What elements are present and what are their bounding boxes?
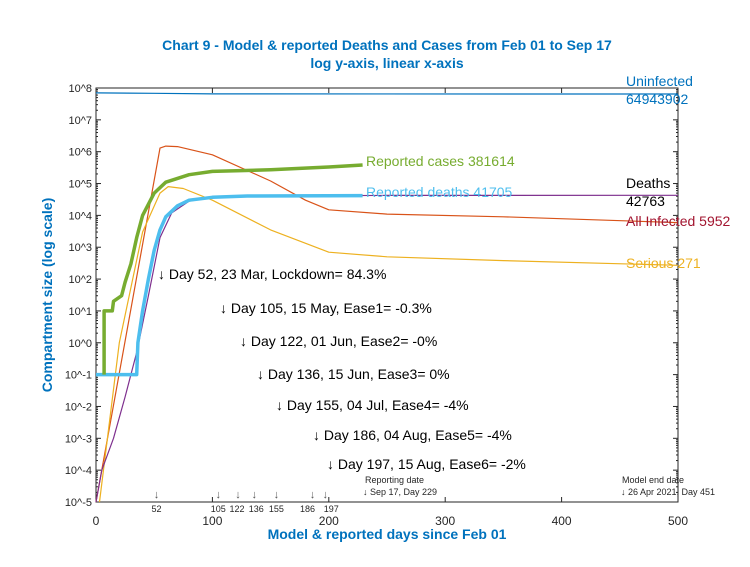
intervention-day-label: 136	[249, 504, 264, 514]
y-tick-label: 10^-3	[65, 433, 92, 445]
intervention-annotation: ↓ Day 122, 01 Jun, Ease2= -0%	[240, 333, 437, 349]
model-end-date-title: Model end date	[622, 475, 684, 485]
x-axis-label: Model & reported days since Feb 01	[268, 526, 507, 542]
series-label: Uninfected	[626, 73, 693, 89]
intervention-arrow: ↓	[215, 489, 221, 501]
y-tick-label: 10^4	[68, 210, 92, 222]
series-line-0	[95, 92, 679, 95]
x-tick-label: 500	[668, 514, 688, 528]
y-tick-label: 10^0	[68, 338, 92, 350]
model-end-date-label: ↓ 26 Apr 2021, Day 451	[621, 487, 715, 497]
intervention-day-label: 122	[229, 504, 244, 514]
intervention-day-label: 186	[300, 504, 315, 514]
y-tick-label: 10^3	[68, 242, 92, 254]
x-tick-label: 200	[319, 514, 339, 528]
series-line-2	[98, 186, 679, 503]
intervention-day-label: 197	[324, 504, 339, 514]
intervention-annotation: ↓ Day 155, 04 Jul, Ease4= -4%	[276, 397, 469, 413]
series-label: Reported cases 381614	[366, 153, 515, 169]
series-line-5	[102, 163, 363, 375]
intervention-annotation: ↓ Day 136, 15 Jun, Ease3= 0%	[257, 366, 450, 382]
series-label: 64943902	[626, 91, 689, 107]
intervention-arrow: ↓	[310, 489, 316, 501]
x-tick-label: 0	[93, 514, 100, 528]
x-tick-label: 100	[202, 514, 222, 528]
series-line-1	[95, 145, 679, 503]
y-tick-label: 10^8	[68, 83, 92, 95]
reporting-date-title: Reporting date	[365, 475, 424, 485]
intervention-arrow: ↓	[274, 489, 280, 501]
y-tick-label: 10^7	[68, 115, 92, 127]
y-tick-label: 10^1	[68, 306, 92, 318]
x-tick-label: 300	[435, 514, 455, 528]
series-label: 42763	[626, 193, 665, 209]
intervention-annotation: ↓ Day 197, 15 Aug, Ease6= -2%	[327, 456, 526, 472]
series-label: Reported deaths 41705	[366, 184, 513, 200]
series-label: Serious 271	[626, 255, 701, 271]
y-tick-label: 10^-2	[65, 401, 92, 413]
intervention-day-label: 155	[269, 504, 284, 514]
intervention-arrow: ↓	[323, 489, 329, 501]
intervention-arrow: ↓	[154, 489, 160, 501]
intervention-arrow: ↓	[235, 489, 241, 501]
intervention-annotation: ↓ Day 52, 23 Mar, Lockdown= 84.3%	[158, 266, 386, 282]
chart-subtitle: log y-axis, linear x-axis	[310, 55, 464, 71]
series-label: All Infected 5952	[626, 213, 731, 229]
series-label: Deaths	[626, 175, 670, 191]
intervention-day-label: 105	[211, 504, 226, 514]
intervention-day-label: 52	[152, 504, 162, 514]
y-tick-label: 10^6	[68, 147, 92, 159]
chart-title: Chart 9 - Model & reported Deaths and Ca…	[162, 37, 612, 53]
y-tick-label: 10^-5	[65, 497, 92, 509]
x-tick-label: 400	[552, 514, 572, 528]
y-tick-label: 10^-1	[65, 370, 92, 382]
y-tick-label: 10^-4	[65, 465, 92, 477]
y-axis-label: Compartment size (log scale)	[39, 198, 55, 393]
intervention-annotation: ↓ Day 105, 15 May, Ease1= -0.3%	[220, 300, 432, 316]
y-tick-label: 10^2	[68, 274, 92, 286]
intervention-arrow: ↓	[252, 489, 258, 501]
reporting-date-label: ↓ Sep 17, Day 229	[363, 487, 437, 497]
plot-frame	[95, 87, 679, 503]
y-tick-label: 10^5	[68, 179, 92, 191]
intervention-annotation: ↓ Day 186, 04 Aug, Ease5= -4%	[313, 427, 512, 443]
series-line-4	[96, 193, 363, 377]
